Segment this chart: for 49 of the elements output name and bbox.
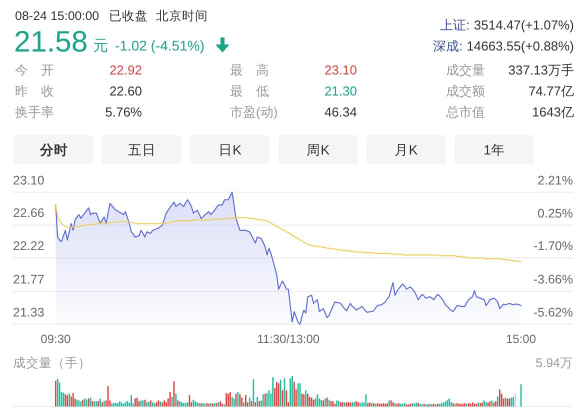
text: 5.94万 (536, 356, 573, 370)
text: 23.10 (324, 62, 357, 78)
y2-tick-label: 0.25% (538, 206, 573, 220)
text: 北京时间 (156, 9, 208, 23)
text: 元 (93, 38, 108, 54)
y2-tick-label: -1.70% (533, 239, 573, 254)
text: 深成: (433, 38, 463, 54)
y-tick-label: 22.66 (13, 206, 44, 220)
y2-tick-label: -5.62% (533, 305, 573, 320)
text: 337.13万手 (508, 62, 574, 78)
y-tick-label: 23.10 (13, 173, 44, 188)
text: 74.77亿 (528, 84, 574, 98)
text: 21.58 (14, 26, 88, 58)
text: 46.34 (324, 104, 357, 120)
text: 最 高 (230, 62, 269, 78)
text: 已收盘 (109, 9, 148, 23)
chart-title: 成交量（手） (13, 355, 91, 370)
y-tick-label: 21.33 (13, 305, 44, 320)
text: 22.60 (109, 84, 142, 98)
text: 5.76% (105, 104, 142, 120)
text: 21.30 (324, 84, 357, 98)
text: 22.92 (109, 62, 142, 78)
text: 今 开 (15, 62, 54, 78)
tab: 五日 (102, 135, 182, 164)
x-tick-label: 15:00 (506, 332, 536, 346)
text: 14663.55(+0.88%) (466, 38, 574, 54)
x-tick-label: 09:30 (40, 332, 72, 346)
text: 08-24 15:00:00 (15, 9, 100, 23)
text: 换手率 (15, 104, 54, 120)
tab: 分时 (14, 135, 94, 164)
text: 成交量 (446, 62, 485, 78)
tab: 日K (190, 135, 270, 164)
tab: 月K (366, 135, 446, 164)
text: 1643亿 (532, 104, 574, 120)
text: -1.02 (-4.51%) (115, 38, 204, 54)
tab: 周K (278, 135, 358, 164)
text: 昨 收 (15, 84, 54, 98)
y2-tick-label: -3.66% (533, 272, 573, 286)
text: 总市值 (445, 104, 485, 120)
text: 成交额 (446, 84, 485, 98)
text: 3514.47(+1.07%) (474, 18, 574, 32)
text: 最 低 (230, 84, 269, 98)
text: 市盈(动) (230, 104, 278, 120)
tab: 1年 (454, 135, 534, 164)
y2-tick-label: 2.21% (538, 173, 573, 188)
y-tick-label: 21.77 (13, 272, 44, 286)
y-tick-label: 22.22 (13, 238, 44, 253)
x-tick-label: 11:30/13:00 (257, 332, 320, 346)
text: 上证: (440, 18, 470, 32)
